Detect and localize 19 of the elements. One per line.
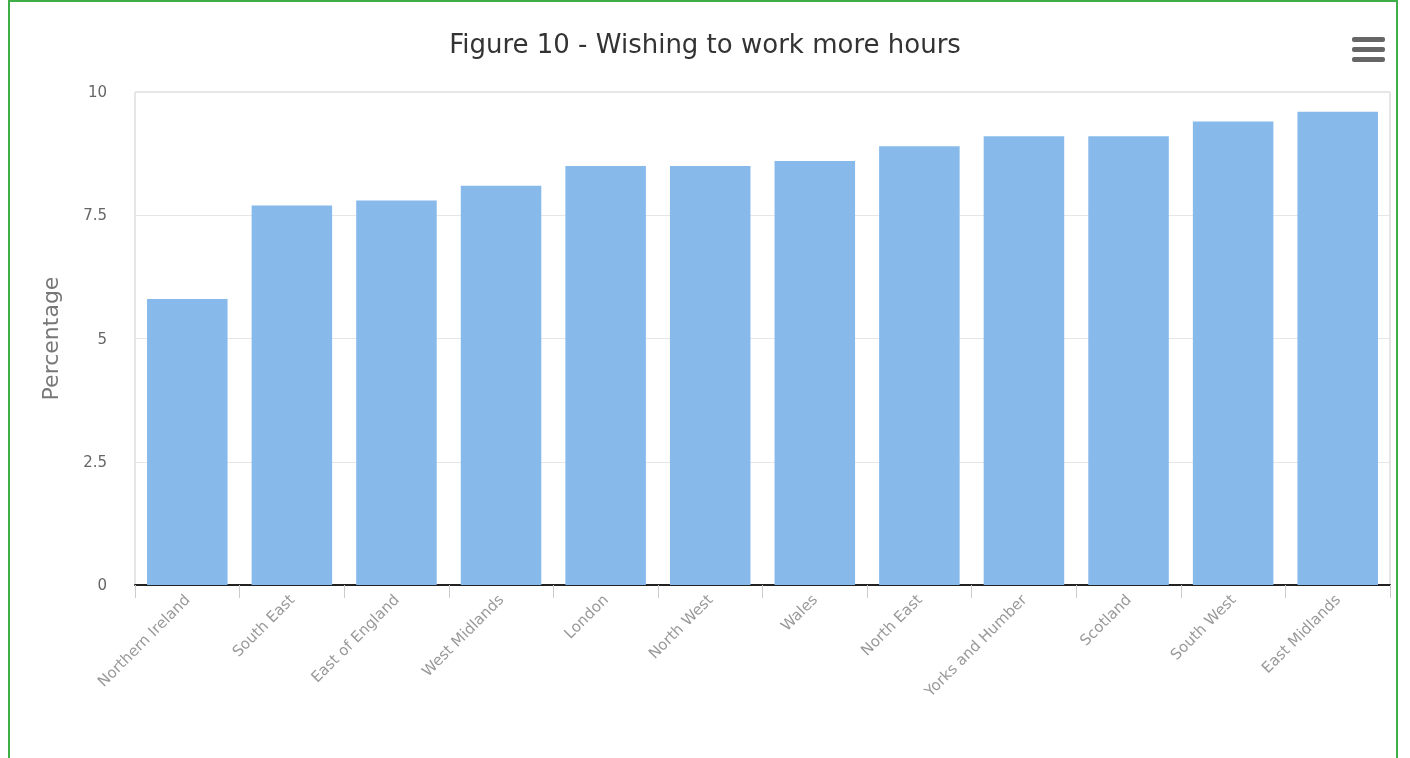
y-tick-label: 5 <box>97 329 107 348</box>
bar <box>460 185 542 585</box>
y-tick-label: 10 <box>87 83 107 101</box>
y-axis-title: Percentage <box>37 276 63 401</box>
bar <box>774 161 856 585</box>
y-tick-label: 2.5 <box>83 452 107 471</box>
bar <box>1088 136 1169 585</box>
bar <box>983 136 1065 585</box>
bar <box>565 165 646 585</box>
bar <box>669 165 751 585</box>
bar <box>1192 121 1274 585</box>
bar <box>356 200 437 585</box>
y-tick-label: 0 <box>97 576 107 594</box>
bar <box>1297 111 1378 585</box>
y-tick-label: 7.5 <box>83 206 107 225</box>
chart-title: Figure 10 - Wishing to work more hours <box>449 29 961 59</box>
bar <box>251 205 333 585</box>
bar <box>147 299 228 585</box>
bar <box>879 146 960 585</box>
